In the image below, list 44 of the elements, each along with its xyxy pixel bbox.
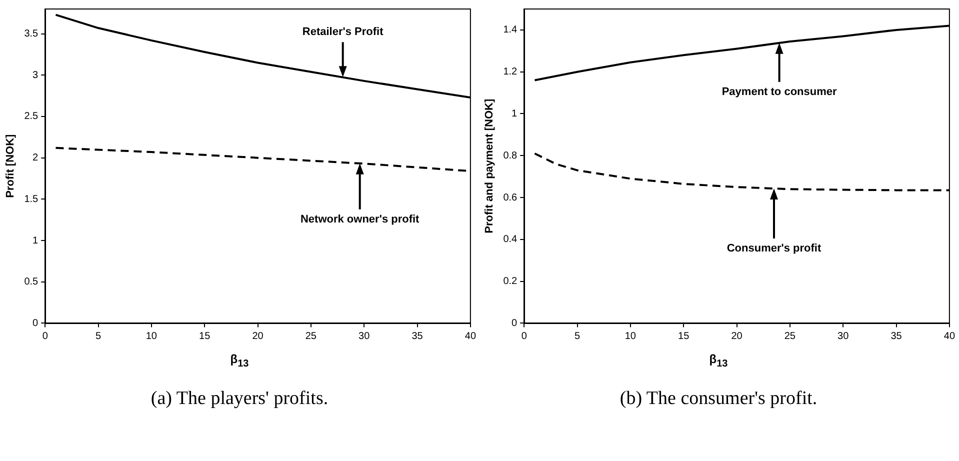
- y-tick-label: 0.6: [503, 192, 518, 204]
- x-tick-label: 10: [624, 330, 636, 342]
- text: (b) The consumer's profit.: [618, 388, 818, 410]
- x-tick-label: 30: [838, 330, 850, 342]
- y-tick-label: 3.5: [24, 28, 39, 40]
- y-tick-label: 2: [32, 152, 39, 164]
- x-tick-label: 40: [464, 330, 476, 342]
- y-tick-label: 0: [512, 318, 518, 329]
- x-tick-label: 10: [146, 330, 158, 342]
- y-tick-label: 0.4: [503, 234, 518, 246]
- x-tick-label: 0: [521, 330, 528, 342]
- y-tick-label: 0.5: [24, 276, 39, 288]
- x-tick-label: 35: [890, 330, 902, 342]
- annotation: Retailer's Profit: [302, 26, 384, 38]
- x-tick-label: 30: [358, 330, 370, 342]
- y-axis-title: Profit and payment [NOK]: [484, 98, 496, 234]
- annotation: Network owner's profit: [300, 213, 420, 226]
- x-tick-label: 5: [574, 330, 580, 342]
- y-tick-label: 1: [32, 235, 39, 246]
- x-tick-label: 35: [412, 330, 424, 342]
- y-tick-label: 0.2: [503, 276, 518, 288]
- x-tick-label: 15: [678, 330, 690, 342]
- y-tick-label: 1.5: [24, 194, 39, 205]
- x-tick-label: 20: [731, 330, 743, 342]
- x-axis-title: β$_{13}$: [229, 352, 250, 370]
- y-axis-title: Profit [NOK]: [4, 134, 17, 198]
- y-tick-label: 1: [512, 108, 518, 120]
- y-tick-label: 1.4: [503, 24, 518, 36]
- y-tick-label: 0.8: [503, 150, 518, 162]
- x-tick-label: 0: [42, 330, 48, 342]
- x-tick-label: 25: [305, 330, 317, 342]
- text: (a) The players' profits.: [150, 388, 330, 410]
- x-tick-label: 15: [199, 330, 211, 342]
- x-axis-title: β$_{13}$: [708, 352, 729, 370]
- x-tick-label: 20: [252, 330, 264, 342]
- annotation: Consumer's profit: [726, 242, 822, 255]
- annotation: Payment to consumer: [722, 86, 838, 98]
- x-tick-label: 40: [944, 330, 956, 342]
- y-tick-label: 2.5: [24, 111, 39, 122]
- y-tick-label: 3: [32, 70, 39, 81]
- x-tick-label: 5: [95, 330, 102, 342]
- x-tick-label: 25: [784, 330, 796, 342]
- y-tick-label: 1.2: [503, 66, 518, 78]
- y-tick-label: 0: [32, 318, 39, 329]
